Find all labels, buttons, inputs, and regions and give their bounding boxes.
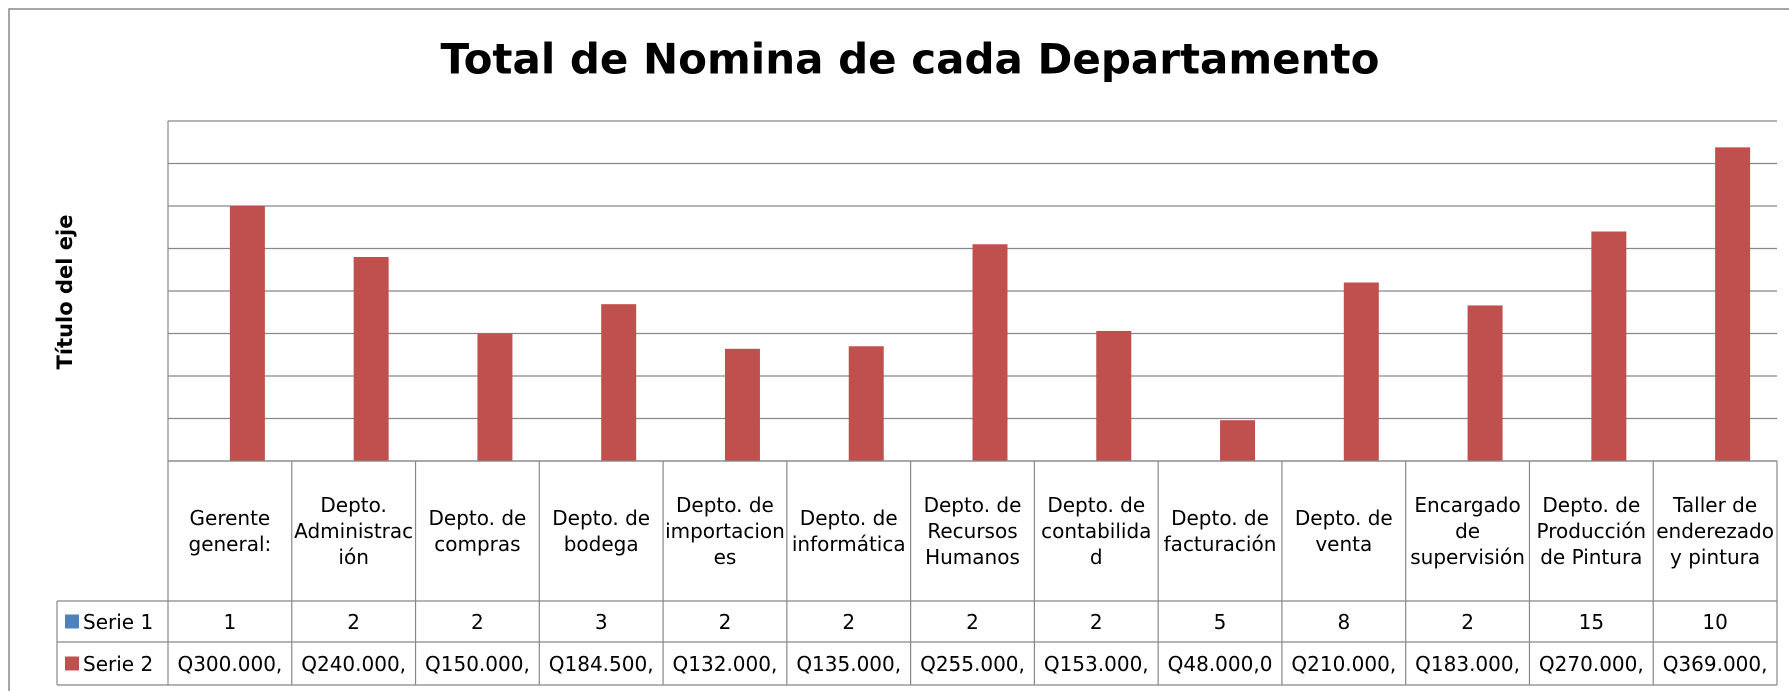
data-table-value: 5 <box>1213 609 1227 634</box>
x-tick-label: Depto. de facturación <box>1163 506 1277 556</box>
data-table-value: Q153.000, <box>1043 651 1149 676</box>
data-table-value: Q184.500, <box>548 651 654 676</box>
data-table-value: 2 <box>347 609 361 634</box>
data-table-value: 15 <box>1578 609 1605 634</box>
legend-label: Serie 1 <box>83 609 154 634</box>
x-tick-label: Depto. de bodega <box>552 506 651 556</box>
data-table-value: Q255.000, <box>920 651 1025 676</box>
data-table-value: 2 <box>1461 609 1474 634</box>
data-table-value: 8 <box>1337 609 1351 634</box>
data-table-value: Q135.000, <box>796 651 902 676</box>
y-axis-title: Título del eje <box>53 215 77 370</box>
bar <box>1343 282 1379 461</box>
bar <box>972 244 1008 461</box>
data-table-value: Q132.000, <box>672 651 778 676</box>
x-tick-label: Depto. Administración <box>294 493 414 569</box>
data-table-value: 2 <box>842 609 856 634</box>
data-table-value: 2 <box>718 609 732 634</box>
data-table-value: Q240.000, <box>301 651 407 676</box>
bar <box>477 333 513 461</box>
x-tick-label: Depto. de venta <box>1294 506 1393 556</box>
chart-title: Total de Nomina de cada Departamento <box>441 35 1380 84</box>
bar <box>601 304 637 461</box>
x-tick-label: Depto. de compras <box>428 506 527 556</box>
bar <box>1467 305 1503 461</box>
x-tick-label: Depto. de Producción de Pintura <box>1536 493 1647 569</box>
data-table-value: Q48.000,0 <box>1167 651 1273 676</box>
bar <box>1715 147 1751 461</box>
x-tick-label: Taller de enderezado y pintura <box>1656 493 1774 569</box>
x-tick-label: Depto. de informática <box>791 506 906 556</box>
data-table-value: Q369.000, <box>1662 651 1768 676</box>
data-table-value: 3 <box>594 609 608 634</box>
legend-swatch <box>65 656 79 671</box>
data-table-value: Q210.000, <box>1291 651 1397 676</box>
x-tick-label: Encargado de supervisión <box>1410 493 1525 569</box>
bar <box>353 257 389 461</box>
bar <box>1591 231 1627 461</box>
legend-label: Serie 2 <box>83 651 154 676</box>
bar <box>1220 420 1256 461</box>
data-table-value: Q150.000, <box>425 651 530 676</box>
data-table-value: 10 <box>1702 609 1728 634</box>
data-table-value: 2 <box>966 609 979 634</box>
data-table-value: Q300.000, <box>177 651 283 676</box>
bar <box>1096 330 1132 461</box>
data-table-value: 2 <box>1089 609 1103 634</box>
bar <box>229 206 265 461</box>
data-table-value: 1 <box>223 609 237 634</box>
x-tick-label: Gerente general: <box>188 506 272 556</box>
bar <box>724 348 760 461</box>
data-table-value: Q270.000, <box>1538 651 1644 676</box>
data-table-value: 2 <box>471 609 484 634</box>
x-tick-label: Depto. de importaciones <box>665 493 785 569</box>
data-table-value: Q183.000, <box>1415 651 1520 676</box>
x-tick-label: Depto. de contabilidad <box>1041 493 1152 569</box>
bar <box>848 346 884 461</box>
chart-border <box>8 8 1789 691</box>
legend-swatch <box>65 614 79 629</box>
x-tick-label: Depto. de Recursos Humanos <box>923 493 1022 569</box>
